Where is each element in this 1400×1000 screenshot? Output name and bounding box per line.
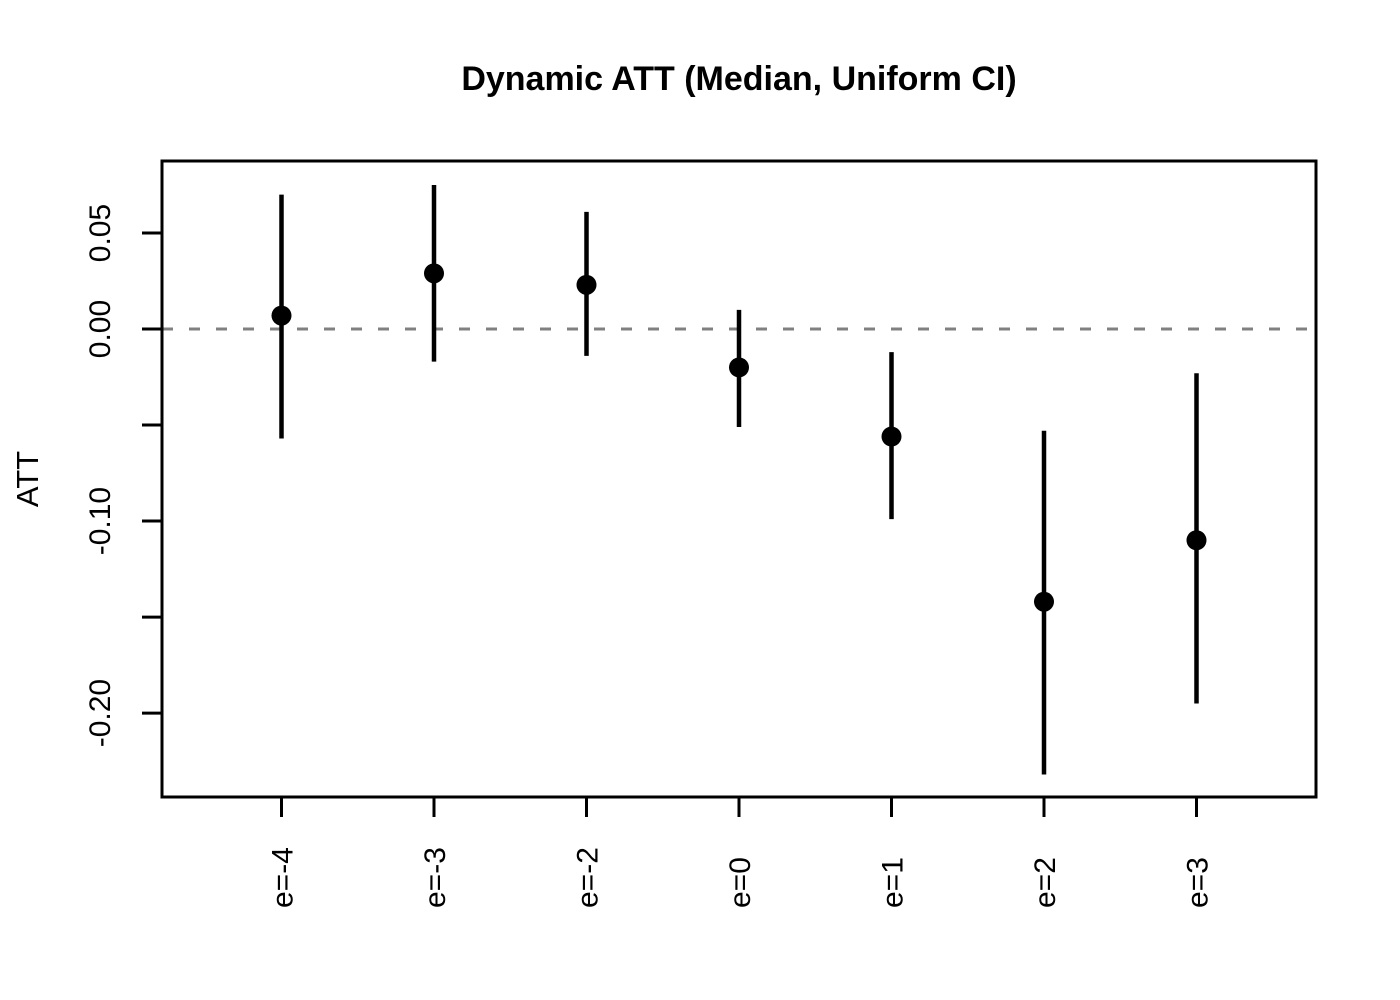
y-tick-label: -0.20: [84, 679, 117, 747]
plot-box: [160, 159, 1318, 799]
x-tick-label: e=1: [877, 857, 910, 908]
x-tick-label: e=2: [1029, 857, 1062, 908]
y-tick-label: 0.00: [84, 300, 117, 358]
point-estimate: [424, 263, 444, 284]
point-estimate: [271, 305, 292, 326]
point-estimate: [881, 426, 902, 447]
y-tick-label: 0.05: [84, 204, 117, 262]
x-tick-label: e=-3: [419, 847, 452, 908]
point-estimate: [729, 357, 749, 378]
point-estimate: [1034, 591, 1054, 612]
y-tick-label: -0.10: [84, 487, 117, 555]
point-estimate: [1186, 530, 1207, 551]
x-tick-label: e=0: [724, 857, 757, 908]
point-estimate: [576, 274, 597, 295]
x-tick-label: e=-4: [267, 847, 300, 908]
x-tick-label: e=-2: [572, 847, 605, 908]
x-tick-label: e=3: [1182, 857, 1215, 908]
chart-title: Dynamic ATT (Median, Uniform CI): [461, 60, 1017, 98]
